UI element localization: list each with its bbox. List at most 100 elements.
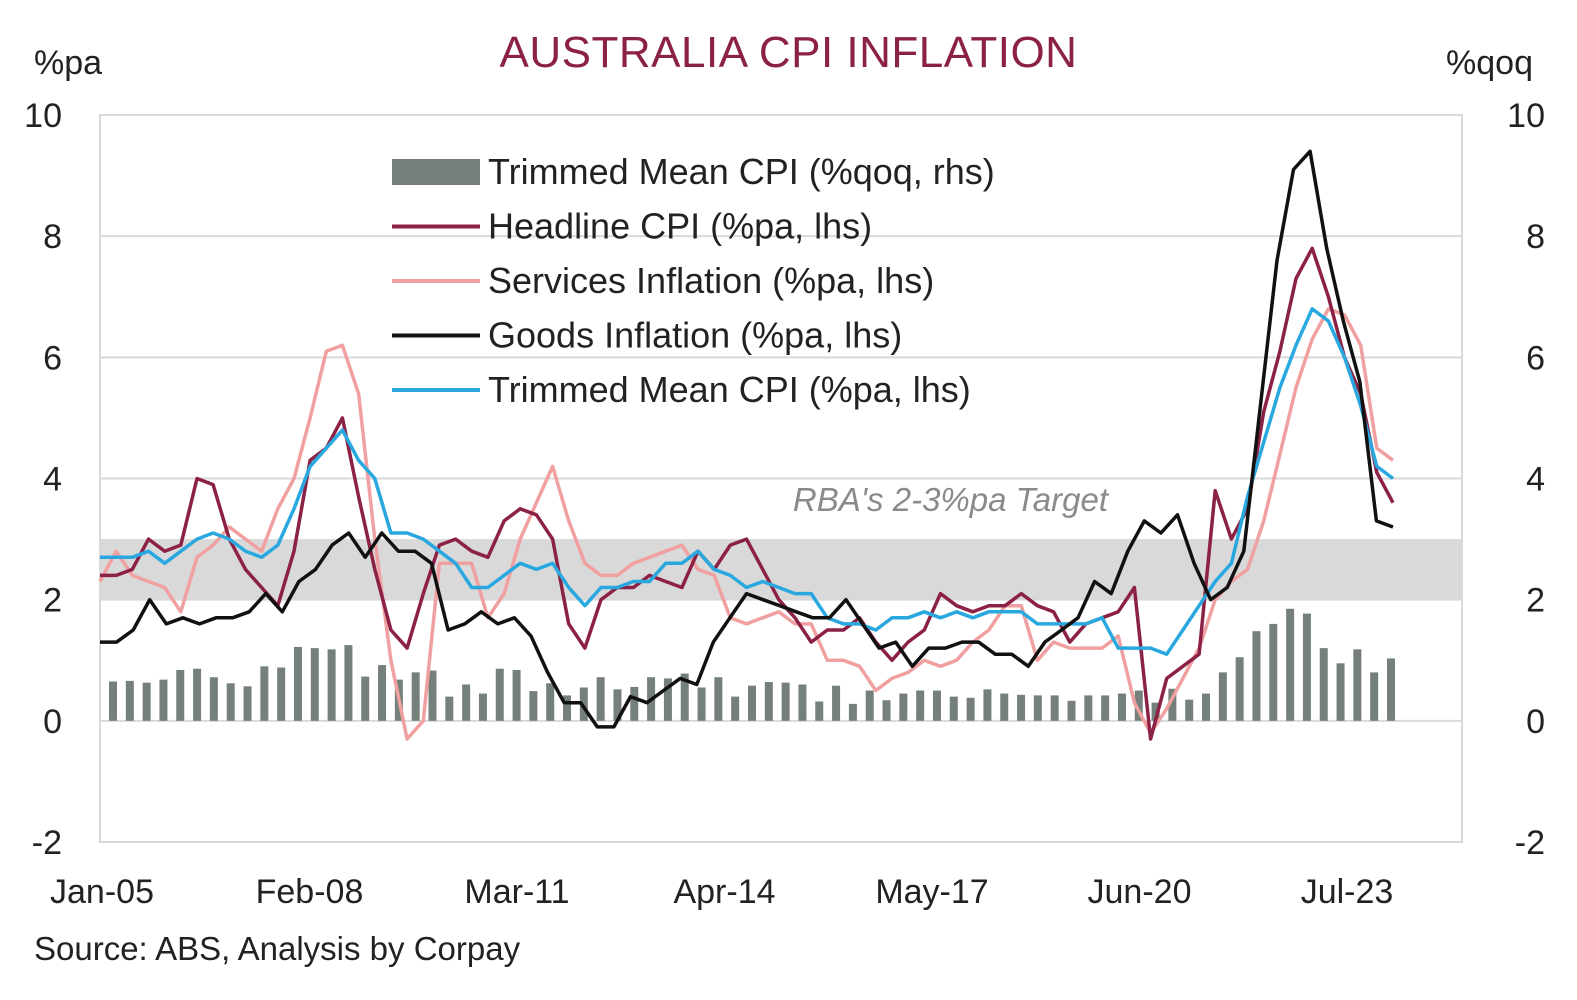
bar-trimmed-qoq: [125, 680, 134, 721]
y-left-tick-label: 2: [43, 582, 62, 620]
line-trimmed-mean-pa: [100, 307, 1395, 656]
bar-trimmed-qoq: [529, 691, 538, 721]
bar-trimmed-qoq: [748, 685, 756, 721]
bar-trimmed-qoq: [966, 697, 975, 721]
bar-trimmed-qoq: [1067, 700, 1076, 721]
bar-trimmed-qoq: [1185, 699, 1194, 721]
y-left-tick-label: 10: [24, 97, 62, 135]
bar-trimmed-qoq: [1336, 663, 1345, 721]
line-headline-cpi: [100, 246, 1395, 741]
bar-trimmed-qoq: [361, 676, 370, 721]
bar-trimmed-qoq: [512, 669, 521, 721]
bar-trimmed-qoq: [1017, 694, 1026, 721]
bar-trimmed-qoq: [1319, 648, 1328, 721]
bar-trimmed-qoq: [1117, 693, 1126, 721]
line-services-inflation: [98, 307, 1395, 741]
y-right-tick-label: 8: [1526, 218, 1545, 256]
y-right-tick-label: 4: [1526, 461, 1545, 499]
bar-trimmed-qoq: [1000, 693, 1009, 721]
x-tick-label: May-17: [875, 873, 988, 911]
legend-item-headline-label: Headline CPI (%pa, lhs): [488, 206, 872, 247]
bar-trimmed-qoq: [932, 690, 941, 721]
bar-trimmed-qoq: [882, 700, 891, 721]
bar-trimmed-qoq: [411, 672, 420, 721]
legend-item-trimmed-qoq-swatch: [392, 159, 480, 185]
x-tick-label: Apr-14: [673, 873, 775, 911]
bar-trimmed-qoq: [1252, 631, 1261, 721]
bar-trimmed-qoq: [445, 696, 454, 721]
bar-trimmed-qoq: [193, 668, 202, 721]
x-tick-label: Mar-11: [464, 873, 569, 911]
x-tick-label: Feb-08: [256, 873, 364, 911]
line-goods-inflation: [100, 149, 1394, 729]
x-tick-label: Jan-05: [50, 873, 154, 911]
legend-item-trimmed-qoq-label: Trimmed Mean CPI (%qoq, rhs): [488, 151, 995, 192]
bar-trimmed-qoq: [949, 696, 958, 721]
bar-trimmed-qoq: [243, 686, 252, 721]
right-axis-unit: %qoq: [1446, 44, 1533, 82]
bar-trimmed-qoq: [596, 677, 605, 721]
axes: -2 -2 0 0 2 2 4 4 6 6 8 8 10 10 Jan-05 Feb-08 Mar-11 Apr-…: [24, 97, 1545, 911]
bar-trimmed-qoq: [731, 696, 740, 721]
bar-trimmed-qoq: [546, 683, 555, 721]
bar-trimmed-qoq: [630, 686, 639, 721]
bar-trimmed-qoq: [714, 677, 723, 721]
bar-trimmed-qoq: [563, 695, 572, 721]
y-right-tick-label: 2: [1526, 582, 1545, 620]
y-left-tick-label: 0: [43, 703, 62, 741]
bar-trimmed-qoq: [1235, 657, 1244, 721]
bar-trimmed-qoq: [579, 687, 588, 721]
bar-trimmed-qoq: [226, 683, 235, 721]
x-tick-label: Jun-20: [1088, 873, 1192, 911]
chart-title: AUSTRALIA CPI INFLATION: [499, 28, 1078, 77]
bar-trimmed-qoq: [781, 682, 790, 721]
bar-trimmed-qoq: [983, 689, 992, 721]
x-tick-label: Jul-23: [1301, 873, 1394, 911]
bar-trimmed-qoq: [1050, 695, 1059, 721]
bar-trimmed-qoq: [1134, 690, 1143, 721]
bar-trimmed-qoq: [495, 668, 504, 721]
bar-trimmed-qoq: [1101, 695, 1110, 721]
bar-series-trimmed-qoq: [109, 608, 1395, 721]
bar-trimmed-qoq: [1286, 608, 1295, 721]
bar-trimmed-qoq: [832, 685, 841, 721]
bar-trimmed-qoq: [663, 678, 672, 721]
y-left-tick-label: 4: [43, 461, 62, 499]
bar-trimmed-qoq: [848, 703, 857, 721]
bar-trimmed-qoq: [277, 667, 286, 721]
target-band-label: RBA's 2-3%pa Target: [793, 481, 1110, 518]
bar-trimmed-qoq: [1353, 649, 1362, 721]
line-series: [98, 149, 1395, 741]
left-axis-unit: %pa: [34, 44, 103, 82]
bar-trimmed-qoq: [428, 670, 437, 721]
gridlines: [99, 114, 1463, 843]
y-left-tick-label: 8: [43, 218, 62, 256]
y-right-tick-label: 6: [1526, 339, 1545, 377]
bar-trimmed-qoq: [697, 687, 706, 721]
bar-trimmed-qoq: [1202, 693, 1211, 721]
bar-trimmed-qoq: [1370, 672, 1379, 721]
bar-trimmed-qoq: [159, 679, 168, 721]
y-right-tick-label: 10: [1507, 97, 1545, 135]
bar-trimmed-qoq: [1033, 695, 1042, 721]
bar-trimmed-qoq: [176, 669, 185, 721]
bar-trimmed-qoq: [478, 693, 487, 721]
bar-trimmed-qoq: [865, 690, 874, 721]
bar-trimmed-qoq: [1387, 658, 1395, 721]
bar-trimmed-qoq: [815, 701, 824, 721]
legend-item-goods-label: Goods Inflation (%pa, lhs): [488, 315, 902, 356]
bar-trimmed-qoq: [209, 677, 218, 721]
target-band-rect: [100, 539, 1462, 600]
legend-item-trimmed-pa-label: Trimmed Mean CPI (%pa, lhs): [488, 369, 971, 410]
bar-trimmed-qoq: [109, 681, 117, 721]
bar-trimmed-qoq: [899, 693, 908, 721]
bar-trimmed-qoq: [798, 684, 807, 721]
bar-trimmed-qoq: [310, 648, 319, 721]
bar-trimmed-qoq: [1302, 613, 1311, 721]
bar-trimmed-qoq: [1218, 672, 1227, 721]
bar-trimmed-qoq: [378, 665, 387, 721]
bar-trimmed-qoq: [260, 666, 269, 721]
bar-trimmed-qoq: [680, 673, 689, 721]
bar-trimmed-qoq: [327, 649, 336, 721]
